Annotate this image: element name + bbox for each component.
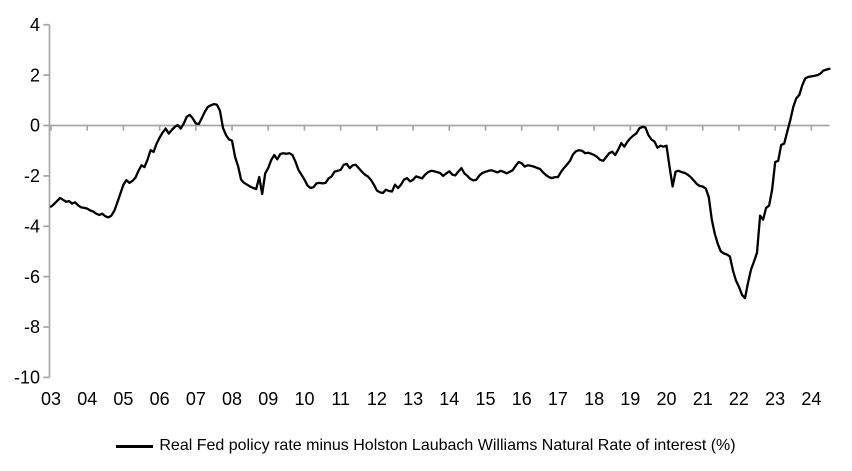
x-axis-label: 03 xyxy=(41,389,61,409)
legend: Real Fed policy rate minus Holston Lauba… xyxy=(0,437,852,455)
x-axis-label: 15 xyxy=(475,389,495,409)
legend-label: Real Fed policy rate minus Holston Lauba… xyxy=(159,437,736,454)
x-axis-label: 19 xyxy=(620,389,640,409)
x-axis-label: 11 xyxy=(331,389,350,409)
y-axis-label: -4 xyxy=(24,216,40,236)
y-axis-label: -6 xyxy=(24,267,40,287)
x-axis-label: 14 xyxy=(439,389,459,409)
y-axis-label: -8 xyxy=(24,317,40,337)
x-axis-label: 20 xyxy=(657,389,677,409)
x-axis-label: 17 xyxy=(548,389,568,409)
x-axis-label: 07 xyxy=(186,389,206,409)
y-axis-label: -2 xyxy=(24,166,40,186)
x-axis-label: 23 xyxy=(765,389,785,409)
x-axis-label: 24 xyxy=(801,389,821,409)
x-axis-label: 06 xyxy=(150,389,170,409)
y-axis-label: 0 xyxy=(30,116,40,136)
y-axis-label: -10 xyxy=(14,368,40,388)
x-axis-label: 04 xyxy=(77,389,97,409)
x-axis-label: 22 xyxy=(729,389,749,409)
x-axis-label: 10 xyxy=(294,389,314,409)
x-axis-label: 05 xyxy=(113,389,133,409)
legend-line-swatch xyxy=(116,444,154,448)
x-axis-label: 12 xyxy=(367,389,387,409)
series-line xyxy=(49,67,831,300)
x-axis-label: 16 xyxy=(512,389,532,409)
x-axis-label: 08 xyxy=(222,389,242,409)
x-axis-label: 13 xyxy=(403,389,423,409)
x-axis-label: 18 xyxy=(584,389,604,409)
x-axis-label: 09 xyxy=(258,389,278,409)
y-axis-label: 4 xyxy=(30,15,40,35)
x-axis-label: 21 xyxy=(693,389,713,409)
y-axis-label: 2 xyxy=(30,65,40,85)
